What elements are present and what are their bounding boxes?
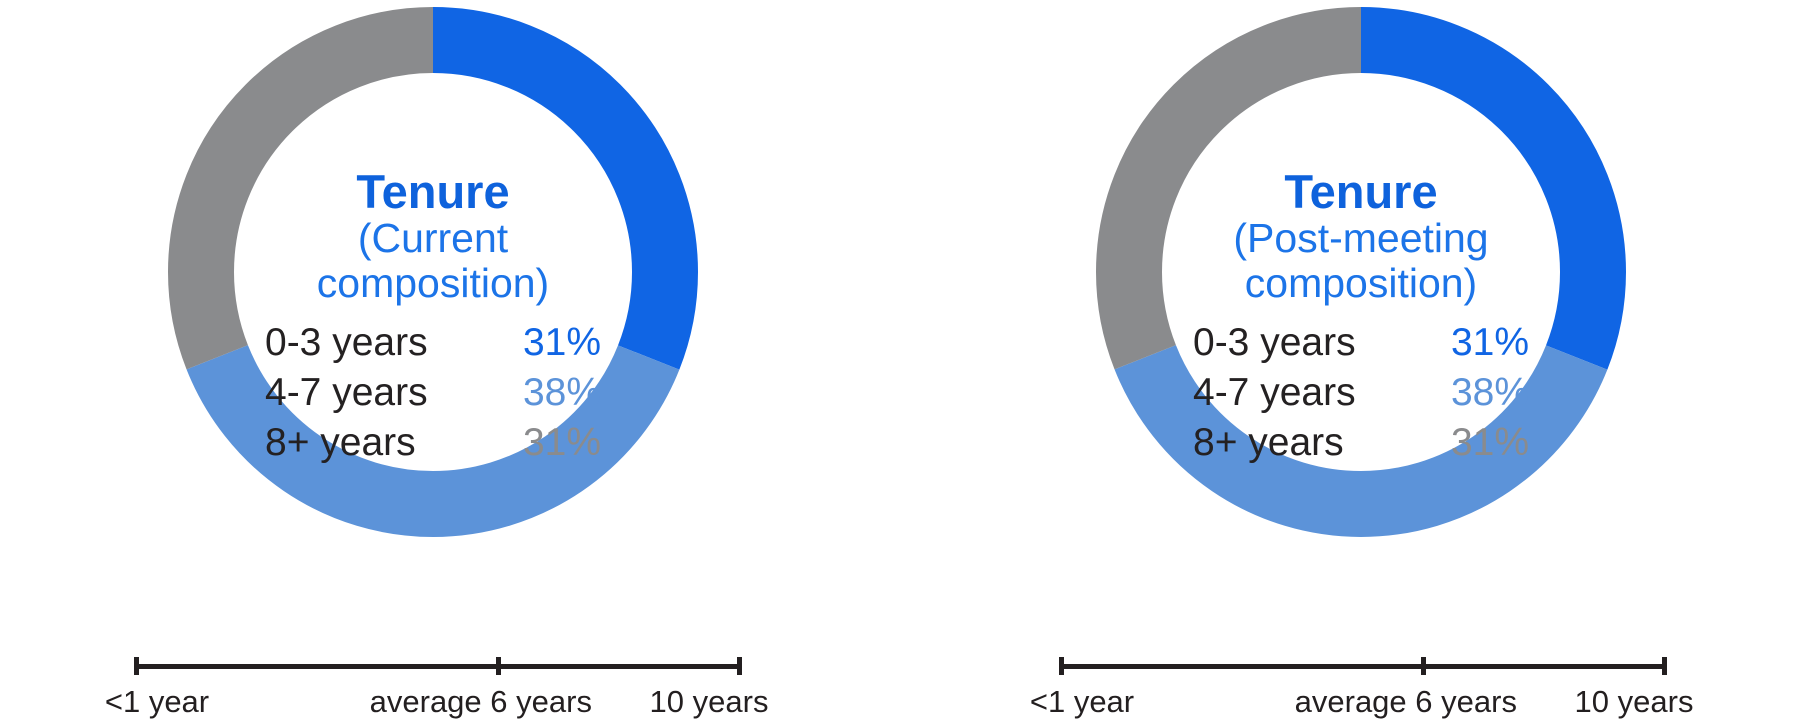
axis-tick-left [134, 657, 139, 675]
donut-subtitle-line-2: composition) [316, 260, 550, 306]
axis-tick-mid [495, 657, 501, 675]
donut-legend: 0-3 years 31% 4-7 years 38% 8+ years 31% [1193, 320, 1529, 470]
axis-label-average: average 6 years [369, 684, 592, 719]
legend-label: 8+ years [265, 421, 416, 464]
legend-row: 4-7 years 38% [1193, 370, 1529, 420]
donut-segment-8+-years [168, 7, 698, 537]
donut-ring [1096, 7, 1626, 537]
legend-label: 0-3 years [265, 321, 428, 364]
axis-tick-right [1662, 657, 1667, 675]
legend-value: 38% [522, 371, 601, 414]
axis-label-min: <1 year [104, 684, 210, 719]
donut-ring [168, 7, 698, 537]
legend-label: 0-3 years [1193, 321, 1356, 364]
axis-label-min: <1 year [1029, 684, 1135, 719]
legend-value: 31% [522, 421, 601, 464]
donut-segment-8+-years [1096, 7, 1626, 537]
legend-value: 31% [1450, 321, 1529, 364]
donut-legend: 0-3 years 31% 4-7 years 38% 8+ years 31% [265, 320, 601, 470]
axis-label-max: 10 years [649, 684, 769, 719]
axis-line [1059, 664, 1667, 669]
legend-row: 4-7 years 38% [265, 370, 601, 420]
tenure-scale-axis: <1 year average 6 years 10 years [1030, 657, 1693, 719]
axis-tick-right [737, 657, 742, 675]
donut-subtitle: (Current composition) [163, 216, 703, 306]
tenure-scale-axis: <1 year average 6 years 10 years [105, 657, 768, 719]
donut-segment-4-7-years [1096, 7, 1626, 537]
legend-row: 8+ years 31% [1193, 420, 1529, 470]
donut-subtitle-line-1: (Current [357, 215, 509, 261]
donut-subtitle-line-2: composition) [1244, 260, 1478, 306]
legend-value: 31% [1450, 421, 1529, 464]
legend-label: 8+ years [1193, 421, 1344, 464]
axis-label-max: 10 years [1574, 684, 1694, 719]
donut-title: Tenure [356, 165, 510, 218]
legend-label: 4-7 years [265, 371, 428, 414]
legend-row: 0-3 years 31% [265, 320, 601, 370]
donut-segment-4-7-years [168, 7, 698, 537]
donut-subtitle-line-1: (Post-meeting [1233, 215, 1489, 261]
legend-value: 38% [1450, 371, 1529, 414]
legend-row: 8+ years 31% [265, 420, 601, 470]
donut-title: Tenure [1284, 165, 1438, 218]
axis-line [134, 664, 742, 669]
axis-tick-mid [1420, 657, 1426, 675]
donut-subtitle: (Post-meeting composition) [1091, 216, 1631, 306]
axis-label-average: average 6 years [1294, 684, 1517, 719]
axis-tick-left [1059, 657, 1064, 675]
legend-label: 4-7 years [1193, 371, 1356, 414]
legend-value: 31% [522, 321, 601, 364]
legend-row: 0-3 years 31% [1193, 320, 1529, 370]
